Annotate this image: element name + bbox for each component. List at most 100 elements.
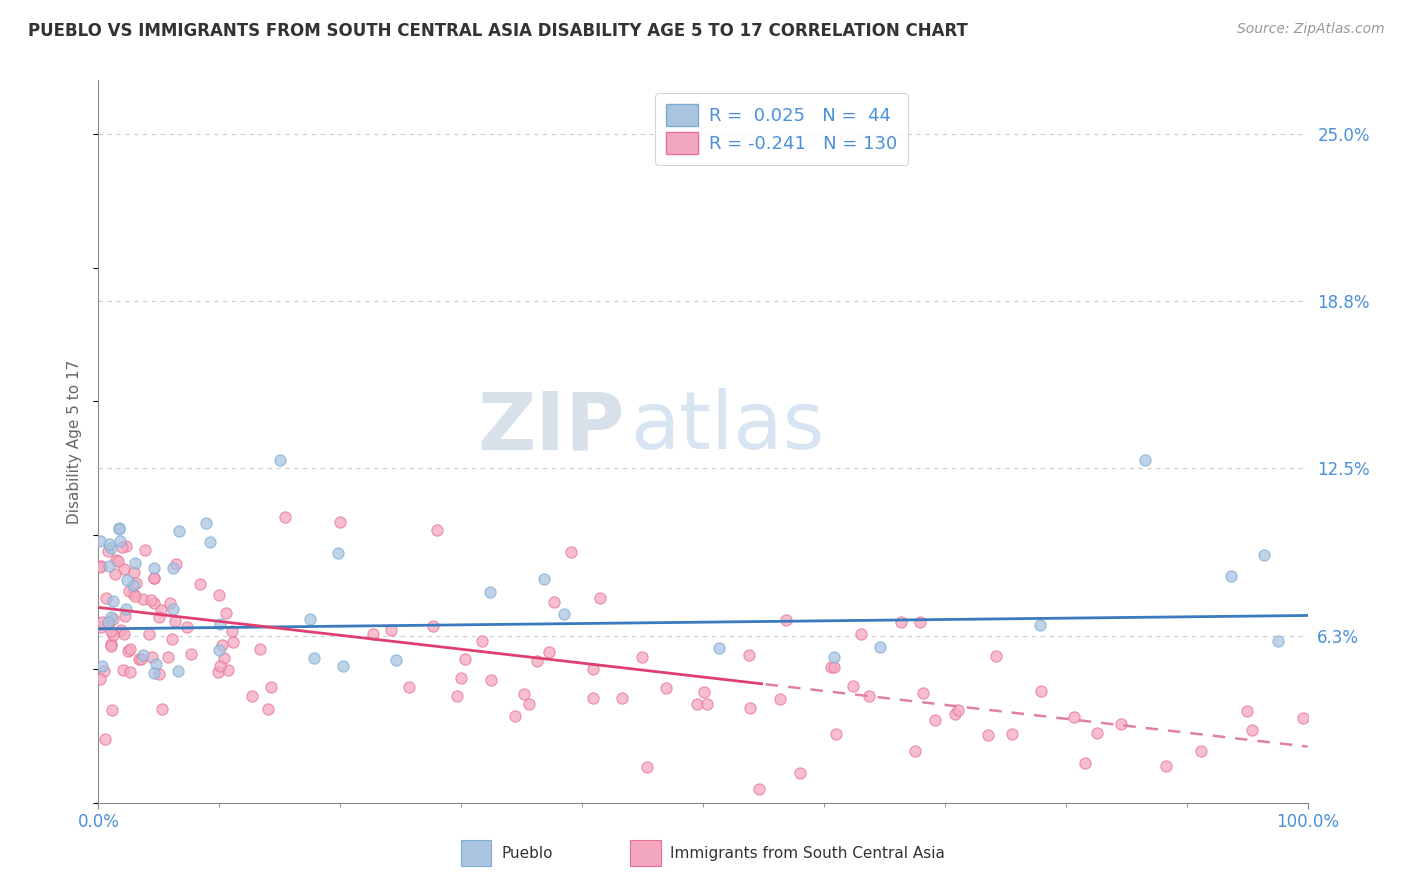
FancyBboxPatch shape	[630, 840, 661, 865]
Point	[117, 644, 139, 658]
Point	[91, 615, 114, 629]
Point	[159, 596, 181, 610]
Point	[111, 540, 134, 554]
Point	[93, 665, 115, 679]
Point	[142, 561, 165, 575]
Point	[446, 689, 468, 703]
Point	[162, 561, 184, 575]
Point	[610, 691, 633, 706]
Point	[105, 553, 128, 567]
Point	[118, 584, 141, 599]
Point	[1073, 756, 1095, 770]
Point	[823, 649, 845, 664]
Point	[134, 542, 156, 557]
Point	[533, 572, 555, 586]
Point	[110, 533, 132, 548]
Point	[823, 660, 845, 674]
Point	[538, 645, 561, 659]
Point	[589, 591, 612, 606]
Point	[165, 614, 187, 628]
Point	[115, 602, 138, 616]
Point	[426, 523, 449, 537]
Point	[121, 577, 143, 591]
Point	[101, 593, 124, 607]
Point	[111, 663, 134, 677]
Point	[543, 595, 565, 609]
Y-axis label: Disability Age 5 to 17: Disability Age 5 to 17	[67, 359, 83, 524]
Point	[977, 728, 1000, 742]
Point	[422, 618, 444, 632]
Point	[1029, 617, 1052, 632]
Point	[361, 627, 384, 641]
Point	[526, 654, 548, 668]
Point	[398, 680, 420, 694]
Point	[89, 559, 111, 574]
Point	[108, 521, 131, 535]
Point	[693, 685, 716, 699]
Point	[553, 607, 575, 621]
Point	[128, 651, 150, 665]
Point	[1236, 704, 1258, 718]
Point	[114, 609, 136, 624]
Point	[908, 615, 931, 629]
Text: Pueblo: Pueblo	[501, 846, 553, 861]
Point	[148, 610, 170, 624]
Point	[636, 760, 658, 774]
Point	[143, 571, 166, 585]
Point	[160, 632, 183, 646]
Point	[1111, 716, 1133, 731]
Point	[132, 648, 155, 662]
Point	[211, 638, 233, 652]
Point	[299, 612, 322, 626]
Point	[1029, 683, 1052, 698]
Point	[858, 689, 880, 703]
Point	[180, 647, 202, 661]
Point	[332, 658, 354, 673]
Point	[257, 702, 280, 716]
Point	[686, 698, 709, 712]
Point	[912, 686, 935, 700]
Point	[385, 653, 408, 667]
Point	[97, 537, 120, 551]
Point	[148, 667, 170, 681]
Point	[143, 665, 166, 680]
Point	[124, 566, 146, 580]
Point	[125, 576, 148, 591]
Point	[1154, 759, 1177, 773]
Point	[249, 641, 271, 656]
Point	[100, 639, 122, 653]
Point	[150, 702, 173, 716]
Point	[260, 680, 283, 694]
Point	[1063, 709, 1085, 723]
Point	[946, 703, 969, 717]
Point	[108, 522, 131, 536]
Point	[208, 588, 231, 602]
Point	[740, 700, 762, 714]
Point	[162, 602, 184, 616]
Point	[100, 609, 122, 624]
Point	[142, 571, 165, 585]
Point	[217, 663, 239, 677]
Point	[188, 577, 211, 591]
Point	[141, 649, 163, 664]
Point	[1267, 633, 1289, 648]
Point	[115, 573, 138, 587]
Point	[842, 679, 865, 693]
Point	[104, 566, 127, 581]
Text: ZIP: ZIP	[477, 388, 624, 467]
Point	[96, 615, 118, 629]
Point	[97, 617, 120, 632]
Legend: R =  0.025   N =  44, R = -0.241   N = 130: R = 0.025 N = 44, R = -0.241 N = 130	[655, 93, 908, 165]
Point	[707, 641, 730, 656]
Point	[479, 585, 502, 599]
Point	[167, 524, 190, 538]
Point	[269, 453, 291, 467]
Point	[1001, 726, 1024, 740]
Text: Immigrants from South Central Asia: Immigrants from South Central Asia	[671, 846, 945, 861]
Point	[142, 596, 165, 610]
Text: atlas: atlas	[630, 388, 825, 467]
Point	[748, 782, 770, 797]
Point	[450, 671, 472, 685]
Point	[118, 642, 141, 657]
Point	[769, 691, 792, 706]
